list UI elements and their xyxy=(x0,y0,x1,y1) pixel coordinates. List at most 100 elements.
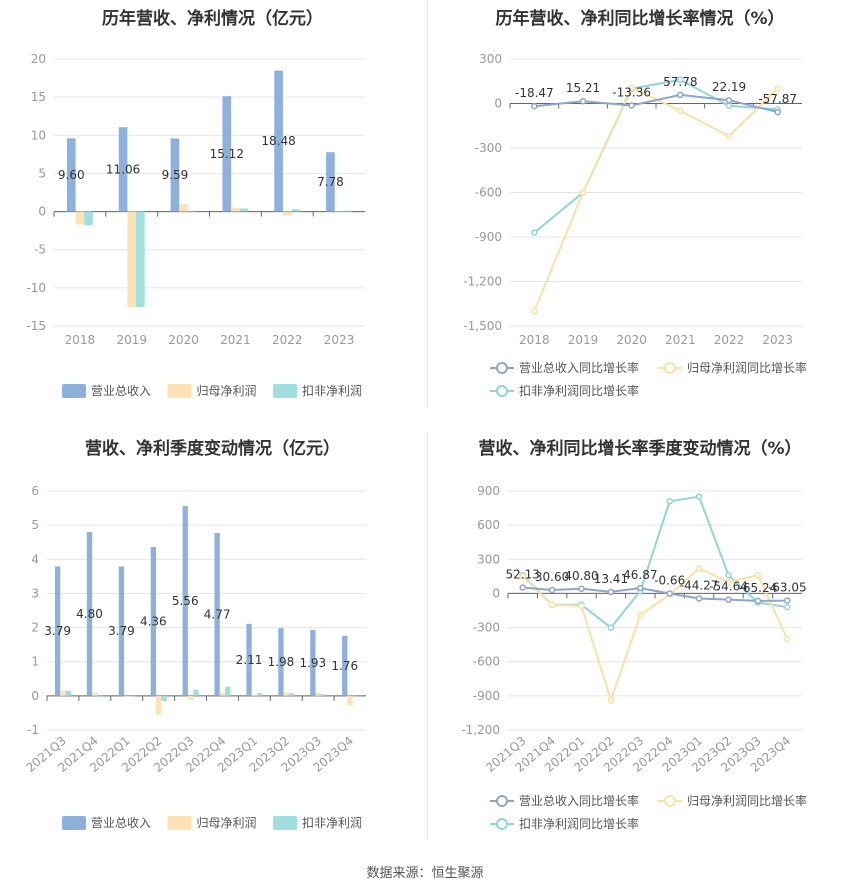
x-tick-label: 2019 xyxy=(568,333,599,347)
data-label: 4.80 xyxy=(76,607,103,621)
bar xyxy=(282,211,292,216)
bar xyxy=(75,211,85,225)
data-point xyxy=(548,601,556,609)
data-label: 9.60 xyxy=(58,168,85,182)
x-tick-label: 2019 xyxy=(116,333,147,347)
legend-label: 归母净利润同比增长率 xyxy=(687,360,807,375)
y-tick-label: -300 xyxy=(475,141,502,155)
data-label: 3.79 xyxy=(108,624,135,638)
data-point xyxy=(695,565,703,572)
legend-label: 营业总收入 xyxy=(91,384,151,398)
bar xyxy=(288,693,295,696)
chart-title: 历年营收、净利情况（亿元） xyxy=(102,9,323,29)
data-label: 22.19 xyxy=(712,80,746,94)
data-point xyxy=(695,595,703,602)
y-tick-label: -5 xyxy=(34,243,46,257)
bar xyxy=(283,692,289,696)
data-point xyxy=(578,585,585,593)
y-tick-label: -300 xyxy=(473,621,500,635)
y-tick-label: 1 xyxy=(31,655,39,669)
data-point xyxy=(677,107,684,115)
data-label: 4.36 xyxy=(140,614,167,628)
data-label: 52.13 xyxy=(506,567,540,581)
panel-divider-bottom xyxy=(427,432,428,840)
data-label: 4.77 xyxy=(204,607,231,621)
data-point xyxy=(548,586,556,594)
annual-revenue-profit-chart: 历年营收、净利情况（亿元） -15 -10 -5 0 5 10 15 20 2018 2019 20… xyxy=(0,0,425,410)
data-label: 13.41 xyxy=(594,572,628,586)
legend-swatch xyxy=(273,816,297,830)
data-point xyxy=(628,102,635,109)
bar xyxy=(54,566,61,696)
x-tick-label: 2023 xyxy=(324,333,355,347)
legend-label: 扣非净利润同比增长率 xyxy=(519,383,639,398)
legend-label: 营业总收入同比增长率 xyxy=(519,360,639,375)
x-tick-label: 2022 xyxy=(272,333,303,347)
y-tick-label: 900 xyxy=(477,484,500,498)
bar xyxy=(342,635,348,696)
quarterly-revenue-profit-chart: 营收、净利季度变动情况（亿元） -1 0 1 2 3 4 5 6 2021Q3 2021Q4 202… xyxy=(0,430,425,850)
data-label: 3.79 xyxy=(44,624,71,638)
data-point xyxy=(578,602,585,610)
data-point xyxy=(677,76,684,84)
x-tick-label: 2023 xyxy=(762,333,793,347)
data-label: 1.98 xyxy=(268,655,295,669)
bar xyxy=(127,211,137,307)
bar xyxy=(161,695,167,701)
legend-swatch xyxy=(167,384,192,398)
legend-marker xyxy=(664,795,676,807)
bar xyxy=(246,623,252,696)
data-point xyxy=(519,584,526,591)
data-label: 57.78 xyxy=(663,75,697,89)
chart-canvas: -15 -10 -5 0 5 10 15 20 2018 2019 2020 2021 2022 2023… xyxy=(26,52,365,398)
data-point xyxy=(607,624,615,631)
data-point xyxy=(637,611,644,619)
x-tick-label: 2022 xyxy=(714,333,745,347)
y-tick-label: -15 xyxy=(26,319,46,333)
data-point xyxy=(784,597,791,604)
bar xyxy=(231,207,240,212)
y-tick-label: 300 xyxy=(479,52,502,66)
y-tick-label: 600 xyxy=(477,518,500,532)
series-line xyxy=(522,586,788,602)
bar xyxy=(84,211,93,226)
y-tick-label: -10 xyxy=(26,281,46,295)
bar xyxy=(129,695,135,697)
y-tick-label: 0 xyxy=(31,689,39,703)
data-point xyxy=(725,132,733,140)
data-label: -54.64 xyxy=(709,580,748,594)
data-point xyxy=(531,229,538,236)
data-point xyxy=(531,307,538,315)
bar xyxy=(86,531,93,696)
annual-growth-rate-chart: 历年营收、净利同比增长率情况（%） -1,500 -1,200 -900 -600 -3… xyxy=(430,0,850,410)
legend-swatch xyxy=(273,384,297,398)
x-tick-label: 2021 xyxy=(665,333,696,347)
data-point xyxy=(695,493,703,500)
data-label: -57.87 xyxy=(758,92,797,106)
legend-label: 营业总收入同比增长率 xyxy=(519,793,639,808)
y-tick-label: 5 xyxy=(38,166,46,180)
series-line xyxy=(521,495,788,629)
y-tick-label: 20 xyxy=(31,52,46,66)
data-point xyxy=(607,588,615,596)
y-tick-label: 300 xyxy=(477,552,500,566)
y-tick-label: 2 xyxy=(31,621,39,635)
data-label: 15.21 xyxy=(566,81,600,95)
y-tick-label: 6 xyxy=(31,484,39,498)
bar xyxy=(291,209,301,212)
legend-label: 扣非净利润 xyxy=(302,816,362,830)
data-label: 5.56 xyxy=(172,594,199,608)
bar xyxy=(193,689,199,696)
legend-marker xyxy=(664,362,676,374)
chart-title: 营收、净利同比增长率季度变动情况（%） xyxy=(478,439,802,459)
data-point xyxy=(754,597,762,605)
data-label: 1.76 xyxy=(331,659,358,673)
legend-label: 扣非净利润同比增长率 xyxy=(519,816,639,831)
data-point xyxy=(531,102,538,110)
data-label: -18.47 xyxy=(515,86,554,100)
data-label: 15.12 xyxy=(210,147,244,161)
legend-marker xyxy=(496,362,508,374)
bar xyxy=(347,695,353,706)
chart-title: 历年营收、净利同比增长率情况（%） xyxy=(495,9,785,29)
bar xyxy=(274,70,283,212)
